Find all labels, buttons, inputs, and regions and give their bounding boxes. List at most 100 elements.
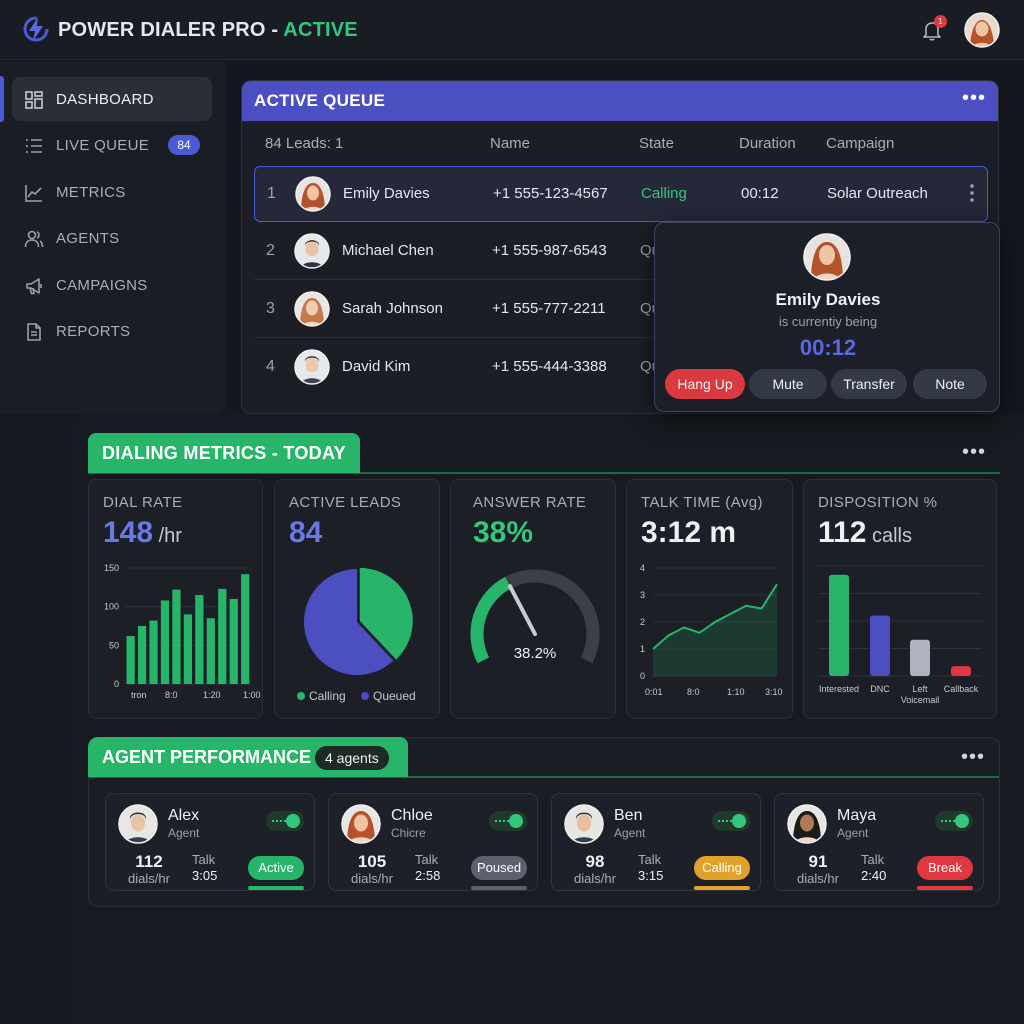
agent-status-badge[interactable]: Calling	[694, 856, 750, 880]
disposition-value: 112 calls	[818, 516, 912, 550]
card-title: DIAL RATE	[103, 494, 183, 511]
agent-name: Chloe	[391, 807, 433, 824]
section-divider	[89, 776, 999, 778]
bar	[206, 618, 215, 684]
agent-avatar	[118, 804, 158, 844]
sidebar-item-label: METRICS	[56, 184, 126, 201]
legend-marker	[297, 692, 305, 700]
disposition-card: DISPOSITION % 112 calls Interested DNC Lef…	[803, 479, 997, 719]
agent-dials-value: 112	[135, 852, 163, 871]
bar	[183, 614, 193, 684]
agent-status-badge[interactable]: Break	[917, 856, 973, 880]
sidebar-item-metrics[interactable]: METRICS	[12, 170, 212, 214]
agent-avatar	[787, 804, 827, 844]
lead-phone: +1 555-987-6543	[492, 242, 607, 259]
sidebar-item-agents[interactable]: AGENTS	[12, 216, 212, 260]
agent-talk-label: Talk	[192, 852, 216, 867]
table-row[interactable]: 3 Sarah Johnson +1 555-777-2211 Qu	[254, 282, 988, 338]
sidebar-item-live-queue[interactable]: LIVE QUEUE 84	[12, 123, 212, 167]
more-options-icon[interactable]: •••	[961, 441, 986, 463]
dial-rate-bar-chart: 0 50 100 150 tron 8:0 1:20 1:00	[104, 563, 261, 700]
more-options-icon[interactable]: •••	[961, 87, 986, 109]
sidebar-item-dashboard[interactable]: DASHBOARD	[12, 77, 212, 121]
card-title: DISPOSITION %	[818, 494, 938, 511]
agent-avatar	[341, 804, 381, 844]
section-title: DIALING METRICS - TODAY	[102, 443, 346, 463]
agent-dials-label: dials/hr	[797, 871, 839, 886]
y-tick-label: 1	[640, 644, 645, 654]
sidebar-item-reports[interactable]: REPORTS	[12, 309, 212, 353]
agent-dials-value: 105	[357, 852, 387, 871]
agent-status-badge[interactable]: Poused	[471, 856, 527, 880]
agent-card[interactable]: Maya Agent 91 dials/hr Talk 2:40 Break	[774, 793, 984, 891]
column-header-leads[interactable]: 84 Leads: 1	[265, 135, 344, 152]
toggle-knob	[955, 814, 969, 828]
column-header-state[interactable]: State	[639, 135, 675, 152]
bar	[241, 574, 250, 684]
active-leads-value: 84	[289, 516, 323, 549]
lead-name: Michael Chen	[342, 242, 434, 259]
y-tick-label: 0	[640, 671, 645, 681]
active-call-popup: Emily Davies is currentiy being 00:12 Ha…	[654, 222, 1000, 412]
bell-icon[interactable]	[920, 18, 944, 42]
x-tick-label: 1:00	[243, 690, 261, 700]
bar	[172, 589, 181, 684]
answer-rate-gauge: 38.2%	[470, 569, 600, 664]
active-leads-card: ACTIVE LEADS 84 Calling Queued	[274, 479, 440, 719]
lead-state: Calling	[641, 185, 687, 202]
disposition-number: 112	[818, 516, 867, 549]
hang-up-button[interactable]: Hang Up	[665, 369, 745, 399]
agent-role: Chicre	[391, 826, 426, 840]
sidebar-item-label: REPORTS	[56, 323, 131, 340]
bar	[229, 598, 238, 684]
caller-avatar	[803, 233, 851, 281]
agent-toggle[interactable]	[935, 811, 973, 831]
note-button[interactable]: Note	[913, 369, 987, 399]
legend-label: Queued	[373, 689, 416, 703]
agent-talk-label: Talk	[638, 852, 662, 867]
table-row[interactable]: 4 David Kim +1 555-444-3388 Qu	[254, 340, 988, 396]
y-tick-label: 0	[114, 679, 119, 689]
agent-status-badge[interactable]: Active	[248, 856, 304, 880]
answer-rate-card: ANSWER RATE 38% 38.2%	[450, 479, 616, 719]
agent-dials-label: dials/hr	[128, 871, 170, 886]
x-tick-label: 1:20	[203, 690, 221, 700]
user-avatar[interactable]	[964, 12, 1000, 48]
grid-icon	[25, 91, 43, 109]
agent-card[interactable]: Ben Agent 98 dials/hr Talk 3:15 Calling	[551, 793, 761, 891]
transfer-button[interactable]: Transfer	[831, 369, 907, 399]
column-header-campaign[interactable]: Campaign	[826, 135, 895, 152]
agent-toggle[interactable]	[712, 811, 750, 831]
section-tab: DIALING METRICS - TODAY	[88, 433, 360, 473]
kebab-menu-icon[interactable]	[967, 181, 977, 205]
column-header-name[interactable]: Name	[490, 135, 531, 152]
chart-line-icon	[25, 185, 42, 202]
lead-avatar	[295, 176, 331, 212]
bar	[870, 615, 890, 676]
app-name: POWER DIALER PRO	[58, 19, 266, 41]
category-label: DNC	[870, 684, 890, 694]
dial-rate-number: 148	[103, 516, 154, 549]
agent-talk-label: Talk	[861, 852, 885, 867]
sidebar-item-campaigns[interactable]: CAMPAIGNS	[12, 263, 212, 307]
agent-name: Maya	[837, 807, 877, 824]
list-icon	[26, 139, 42, 153]
lead-name: Sarah Johnson	[342, 300, 443, 317]
agent-card[interactable]: Chloe Chicre 105 dials/hr Talk 2:58 Pous…	[328, 793, 538, 891]
disposition-unit: calls	[866, 525, 912, 547]
sidebar-item-label: DASHBOARD	[56, 91, 154, 108]
category-label-line: Voicemail	[901, 695, 940, 705]
x-tick-label: 8:0	[165, 690, 178, 700]
more-options-icon[interactable]: •••	[960, 746, 985, 768]
call-status-text: is currentiy being	[778, 314, 878, 329]
bar	[149, 620, 158, 684]
call-timer: 00:12	[799, 335, 857, 360]
column-header-duration[interactable]: Duration	[739, 135, 796, 152]
agent-toggle[interactable]	[489, 811, 527, 831]
mute-button[interactable]: Mute	[749, 369, 827, 399]
agent-card[interactable]: Alex Agent 112 dials/hr Talk 3:05 Active	[105, 793, 315, 891]
lead-name: Emily Davies	[343, 185, 430, 202]
table-row[interactable]: 1 Emily Davies +1 555-123-4567 Calling 0…	[254, 166, 988, 222]
area-line	[652, 583, 778, 650]
agent-toggle[interactable]	[266, 811, 304, 831]
